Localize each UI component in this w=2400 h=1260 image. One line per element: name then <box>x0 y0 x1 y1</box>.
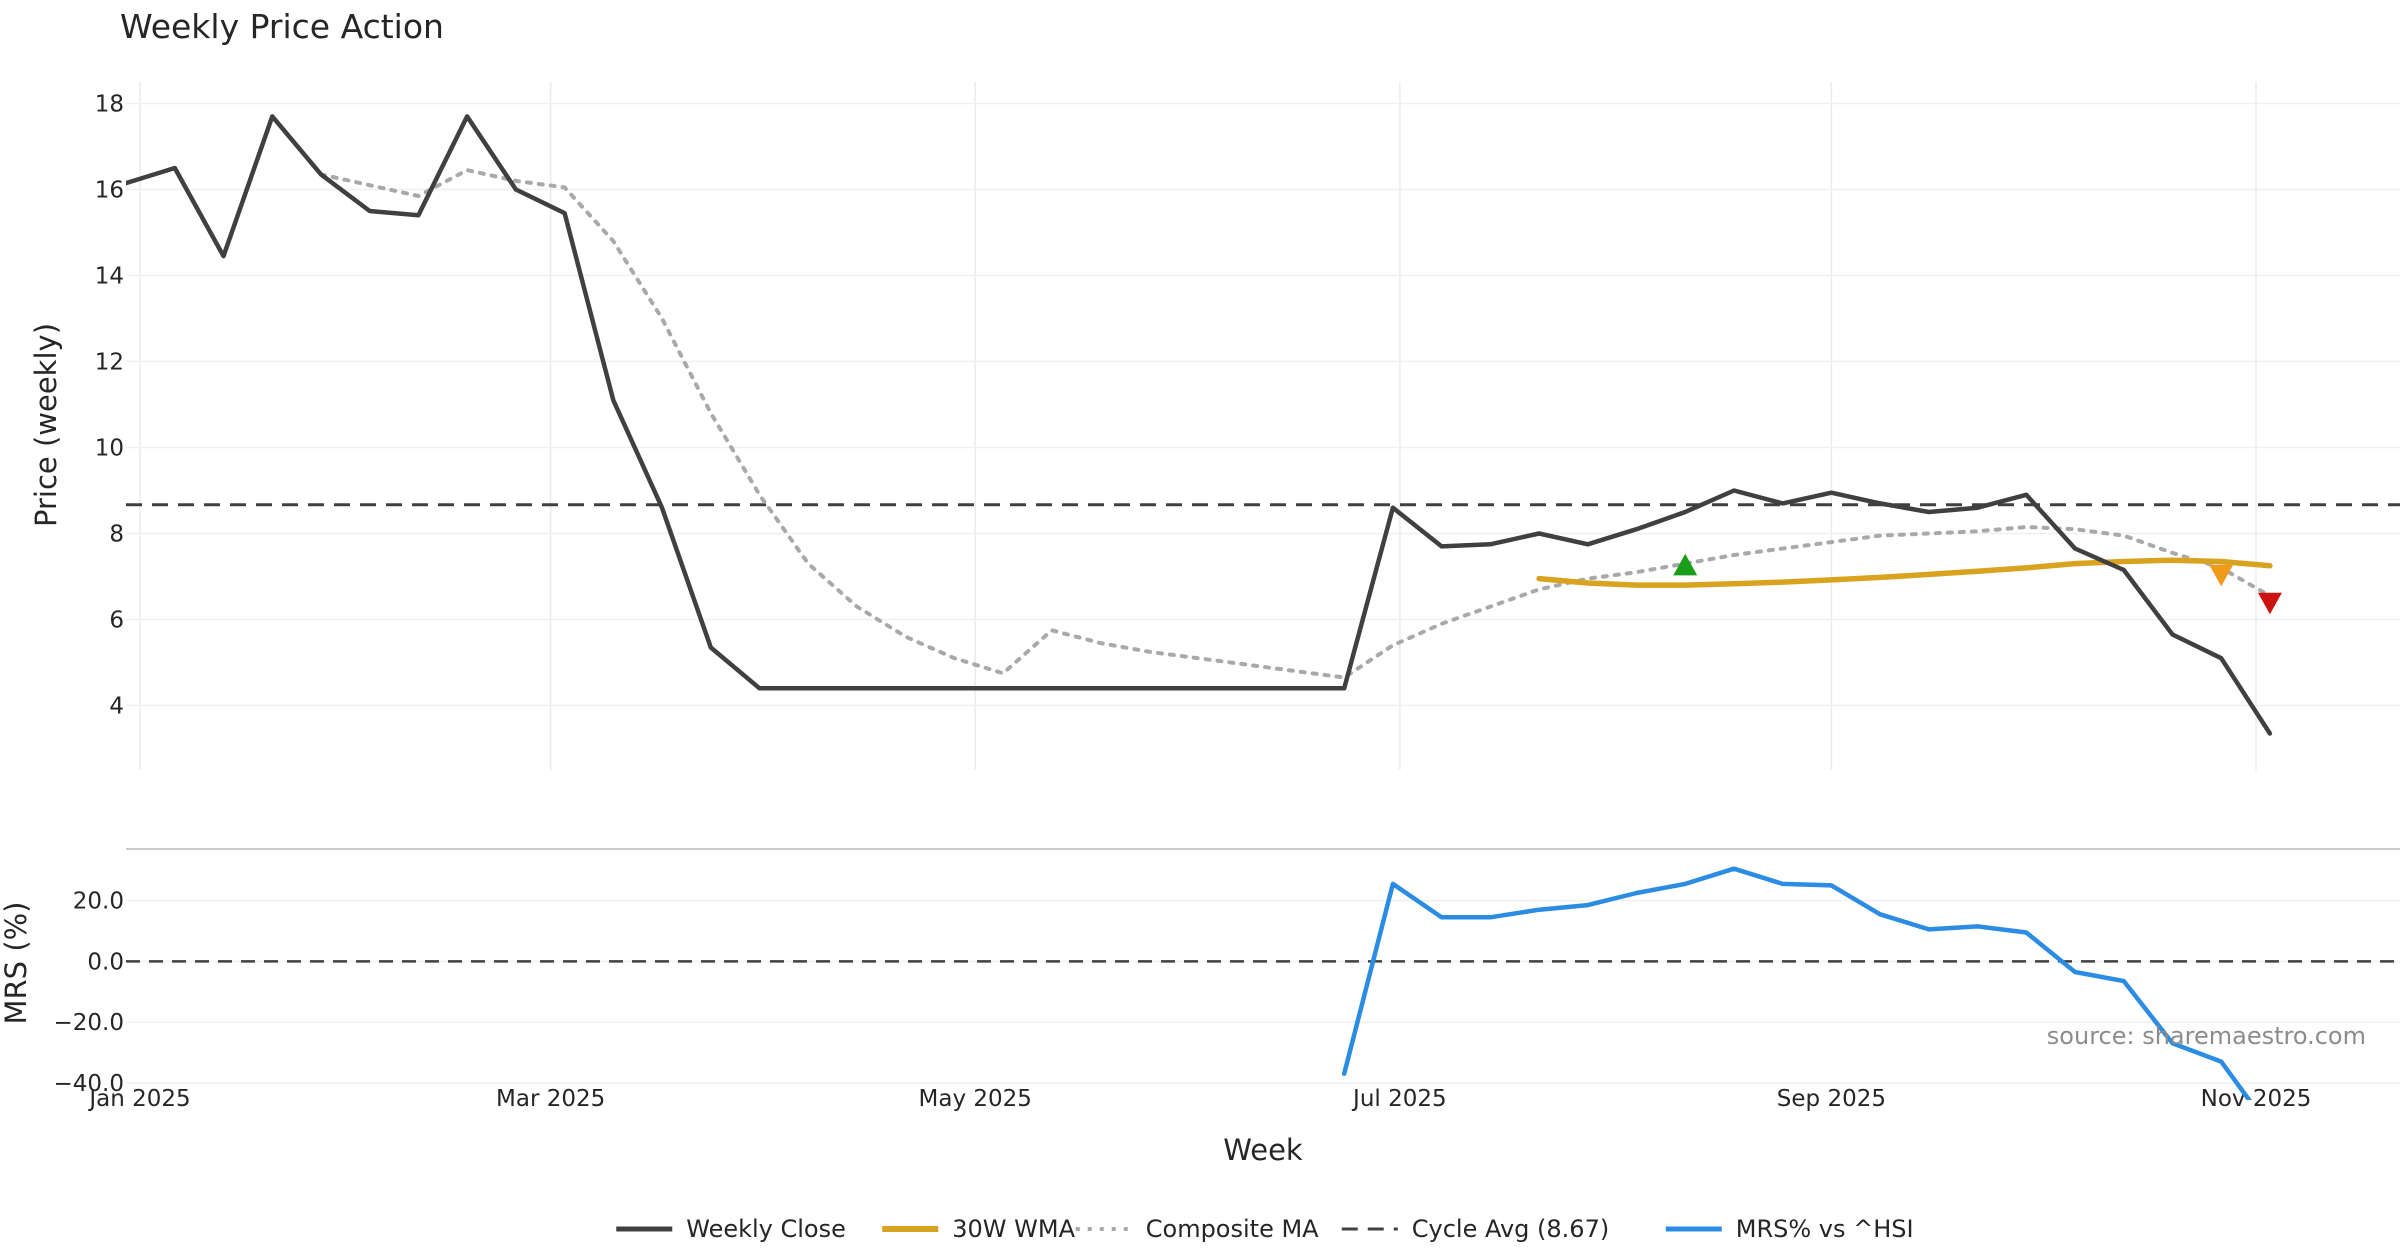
legend-label: Cycle Avg (8.67) <box>1412 1215 1609 1243</box>
legend-entry-weekly-close: Weekly Close <box>616 1215 846 1243</box>
legend-label: 30W WMA <box>952 1215 1075 1243</box>
x-tick-label: Jan 2025 <box>87 1086 190 1112</box>
legend: Weekly Close 30W WMA Composite MA Cycle Avg… <box>616 1215 1914 1243</box>
price-y-tick-label: 8 <box>109 522 124 548</box>
legend-entry-cycle-avg-8-67: Cycle Avg (8.67) <box>1341 1215 1609 1243</box>
price-y-tick-label: 12 <box>95 350 124 376</box>
price-y-axis-label: Price (weekly) <box>29 323 63 527</box>
series-mrs-vs-hsi <box>1341 866 2252 1100</box>
series-30w-wma <box>1536 557 2273 588</box>
mrs-y-axis-label: MRS (%) <box>0 902 33 1025</box>
series-weekly-close <box>126 114 2273 736</box>
mrs-y-tick-label: 20.0 <box>73 889 124 915</box>
legend-entry-composite-ma: Composite MA <box>1075 1215 1319 1243</box>
legend-label: Weekly Close <box>686 1215 846 1243</box>
series-composite-ma <box>319 168 2272 680</box>
mrs-y-tick-label: 0.0 <box>87 949 124 975</box>
legend-entry-mrs-vs-hsi: MRS% vs ^HSI <box>1665 1215 1914 1243</box>
legend-entry-30w-wma: 30W WMA <box>882 1215 1076 1243</box>
x-tick-label: Nov 2025 <box>2201 1086 2312 1112</box>
x-ticks: Jan 2025 Mar 2025 May 2025 Jul 2025 Sep 2025… <box>87 1086 2311 1112</box>
chart-title: Weekly Price Action <box>120 7 444 46</box>
sell-marker <box>2257 592 2282 615</box>
mrs-y-tick-label: −20.0 <box>54 1010 124 1036</box>
x-tick-label: Jul 2025 <box>1351 1086 1447 1112</box>
buy-marker <box>1673 553 1698 576</box>
x-axis-label: Week <box>1223 1133 1303 1167</box>
legend-label: MRS% vs ^HSI <box>1736 1215 1914 1243</box>
price-y-tick-label: 14 <box>95 264 124 290</box>
price-y-tick-label: 6 <box>109 608 124 634</box>
mrs-y-tick-label: −40.0 <box>54 1071 124 1097</box>
price-y-tick-label: 10 <box>95 436 124 462</box>
legend-label: Composite MA <box>1146 1215 1319 1243</box>
price-y-tick-label: 18 <box>95 92 124 118</box>
x-tick-label: May 2025 <box>919 1086 1032 1112</box>
mrs-series <box>126 866 2400 1100</box>
source-note: source: sharemaestro.com <box>2047 1022 2366 1050</box>
mrs-y-ticks: 20.0 0.0 −20.0 −40.0 <box>54 889 124 1097</box>
price-y-tick-label: 16 <box>95 178 124 204</box>
sell-marker <box>2209 564 2234 587</box>
price-gridlines <box>126 82 2400 770</box>
mrs-gridlines <box>126 899 2400 1084</box>
x-tick-label: Sep 2025 <box>1777 1086 1886 1112</box>
price-y-ticks: 4 6 8 10 12 14 16 18 <box>95 92 124 720</box>
price-markers <box>1673 553 2282 615</box>
x-tick-label: Mar 2025 <box>496 1086 605 1112</box>
price-series <box>126 114 2400 736</box>
price-y-tick-label: 4 <box>109 694 124 720</box>
